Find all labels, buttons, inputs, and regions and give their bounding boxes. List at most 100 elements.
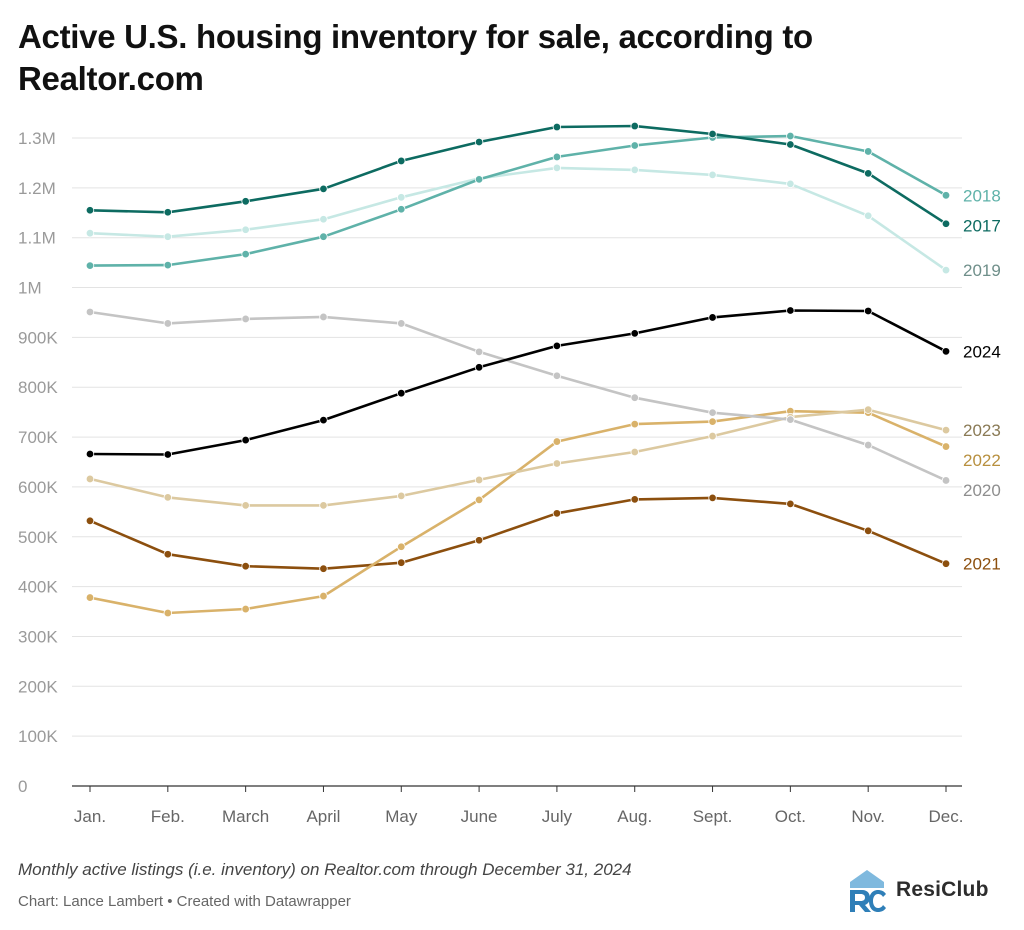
series-line-2018 <box>88 134 948 267</box>
data-point-2024 <box>241 435 250 445</box>
data-point-2021 <box>85 516 95 526</box>
data-point-2017 <box>863 169 873 178</box>
data-point-2020 <box>786 415 795 424</box>
series-label-2024: 2024 <box>963 342 1001 361</box>
data-point-2017 <box>163 208 173 217</box>
y-tick-label: 700K <box>18 428 58 447</box>
series-label-2023: 2023 <box>963 421 1001 440</box>
x-tick-label: Oct. <box>775 807 806 826</box>
data-point-2020 <box>319 312 328 322</box>
x-tick-label: Sept. <box>693 807 733 826</box>
data-point-2023 <box>397 491 406 501</box>
data-point-2018 <box>319 232 328 241</box>
data-point-2023 <box>630 447 639 457</box>
data-point-2023 <box>941 425 951 435</box>
x-tick-label: July <box>542 807 573 826</box>
data-point-2022 <box>397 542 406 551</box>
data-point-2023 <box>708 431 717 441</box>
x-tick-label: May <box>385 807 418 826</box>
data-point-2017 <box>786 140 795 149</box>
data-point-2021 <box>474 536 484 545</box>
data-point-2020 <box>630 393 639 402</box>
series-label-2022: 2022 <box>963 451 1001 470</box>
y-tick-label: 600K <box>18 478 58 497</box>
data-point-2021 <box>630 495 639 504</box>
y-tick-label: 100K <box>18 727 58 746</box>
y-tick-label: 1M <box>18 279 42 298</box>
data-point-2017 <box>708 129 717 139</box>
data-point-2023 <box>863 405 873 414</box>
data-point-2020 <box>552 371 562 380</box>
data-point-2017 <box>630 121 639 131</box>
data-point-2021 <box>397 558 406 567</box>
data-point-2022 <box>85 593 95 602</box>
series-line-2021 <box>88 496 948 571</box>
data-point-2017 <box>397 156 406 166</box>
series-label-2019: 2019 <box>963 261 1001 280</box>
data-point-2019 <box>163 232 173 241</box>
data-point-2020 <box>163 319 173 328</box>
data-point-2024 <box>708 313 717 322</box>
data-point-2017 <box>241 197 250 206</box>
resiclub-logo-icon <box>850 870 886 912</box>
data-point-2018 <box>630 141 639 150</box>
data-point-2018 <box>85 261 95 270</box>
brand-logo: ResiClub <box>846 868 989 912</box>
chart-credit: Chart: Lance Lambert • Created with Data… <box>18 893 351 910</box>
data-point-2021 <box>863 526 873 535</box>
series-label-2018: 2018 <box>963 186 1001 205</box>
y-tick-label: 1.2M <box>18 179 56 198</box>
y-tick-label: 200K <box>18 677 58 696</box>
data-point-2024 <box>786 306 795 315</box>
y-tick-label: 1.3M <box>18 129 56 148</box>
series-line-2019 <box>88 166 948 272</box>
data-point-2024 <box>474 363 484 372</box>
data-point-2018 <box>163 260 173 270</box>
y-tick-label: 300K <box>18 627 58 646</box>
data-point-2022 <box>319 591 328 601</box>
data-point-2024 <box>941 347 951 356</box>
x-tick-label: March <box>222 807 269 826</box>
data-point-2017 <box>474 137 484 147</box>
chart-title: Active U.S. housing inventory for sale, … <box>18 18 813 97</box>
data-point-2019 <box>630 165 639 175</box>
data-point-2018 <box>474 175 484 184</box>
data-point-2024 <box>85 449 95 459</box>
data-point-2019 <box>708 170 717 180</box>
data-point-2021 <box>552 509 562 518</box>
data-point-2022 <box>630 419 639 429</box>
data-point-2023 <box>319 501 328 510</box>
chart-footnote: Monthly active listings (i.e. inventory)… <box>18 860 632 879</box>
x-tick-label: Nov. <box>851 807 885 826</box>
series-label-2020: 2020 <box>963 481 1001 500</box>
series-label-2017: 2017 <box>963 216 1001 235</box>
data-point-2024 <box>552 341 562 351</box>
data-point-2021 <box>319 564 328 573</box>
data-point-2024 <box>163 450 173 459</box>
data-point-2017 <box>85 206 95 215</box>
data-point-2020 <box>941 476 951 485</box>
data-point-2022 <box>941 442 951 451</box>
series-line-2024 <box>88 309 948 456</box>
series-line-2017 <box>88 124 948 225</box>
series-line-2020 <box>88 310 948 482</box>
data-point-2021 <box>786 499 795 509</box>
x-tick-label: Feb. <box>151 807 185 826</box>
data-point-2024 <box>630 329 639 338</box>
y-tick-label: 0 <box>18 777 27 796</box>
data-point-2018 <box>552 152 562 162</box>
data-point-2018 <box>397 205 406 214</box>
data-point-2023 <box>241 501 250 510</box>
x-tick-label: June <box>461 807 498 826</box>
data-point-2020 <box>85 307 95 317</box>
data-point-2018 <box>863 147 873 156</box>
brand-name: ResiClub <box>896 878 989 901</box>
data-point-2019 <box>863 211 873 220</box>
data-point-2021 <box>163 550 173 559</box>
data-point-2019 <box>786 179 795 189</box>
data-point-2024 <box>863 306 873 316</box>
data-point-2019 <box>241 225 250 234</box>
data-point-2017 <box>319 184 328 194</box>
series-line-2023 <box>88 408 948 507</box>
data-point-2021 <box>708 493 717 503</box>
